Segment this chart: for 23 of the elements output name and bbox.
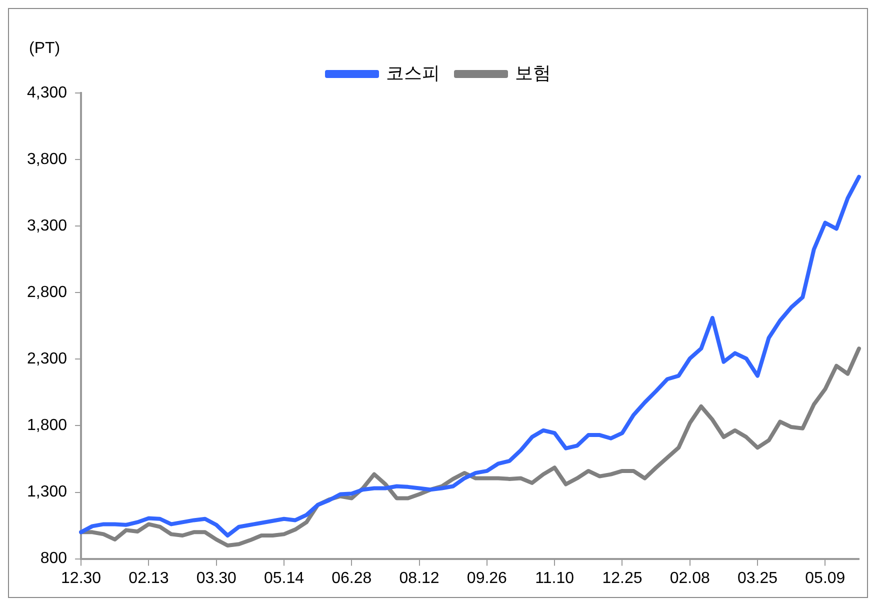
y-tick-label: 800: [40, 550, 68, 568]
x-tick-label: 02.13: [128, 570, 169, 587]
x-tick-label: 03.30: [196, 570, 236, 587]
y-tick-label: 3,300: [26, 217, 68, 234]
x-tick-label: 05.09: [805, 570, 846, 587]
x-tick-label: 03.25: [738, 570, 778, 587]
x-tick-label: 11.10: [535, 570, 574, 587]
y-axis-title: (PT): [29, 40, 60, 57]
y-tick-label: 2,800: [26, 284, 68, 302]
x-tick-label: 12.30: [61, 570, 102, 587]
x-tick-label: 08.12: [399, 570, 440, 587]
x-tick-label: 09.26: [466, 570, 508, 587]
legend-label: 코스피: [386, 62, 440, 83]
x-tick-label: 02.08: [670, 570, 710, 587]
x-tick-label: 06.28: [332, 570, 372, 587]
y-tick-label: 3,800: [26, 150, 68, 168]
x-tick-label: 05.14: [264, 570, 304, 587]
y-tick-label: 2,300: [26, 350, 68, 368]
y-tick-label: 4,300: [26, 84, 68, 102]
legend-label: 보험: [515, 62, 551, 83]
x-tick-label: 12.25: [602, 570, 642, 587]
y-tick-label: 1,300: [26, 484, 68, 501]
y-tick-label: 1,800: [26, 417, 68, 434]
